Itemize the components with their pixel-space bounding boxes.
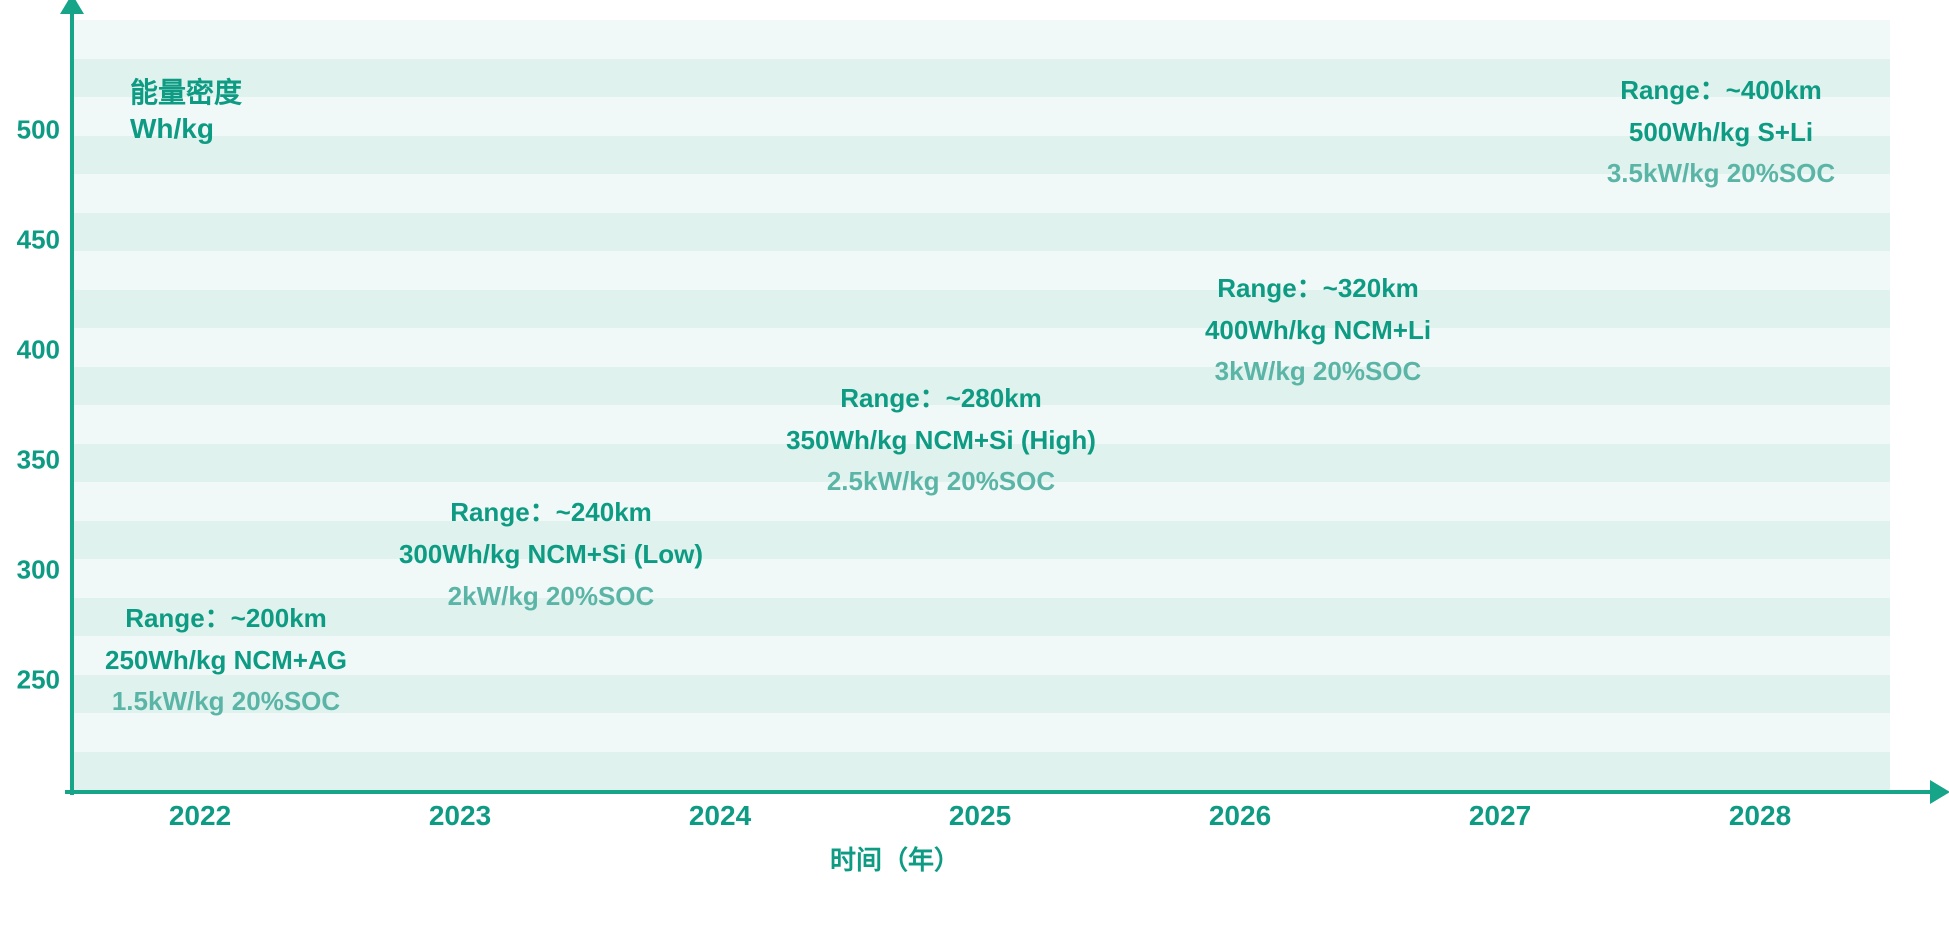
node-power-label: 1.5kW/kg 20%SOC xyxy=(105,681,347,723)
x-axis-line xyxy=(65,790,1935,794)
node-range-label: Range：~200km xyxy=(105,598,347,640)
y-axis-title-line1: 能量密度 xyxy=(130,75,242,111)
grid-band xyxy=(70,251,1890,290)
grid-band xyxy=(70,752,1890,791)
node-range-label: Range：~240km xyxy=(399,492,703,534)
node-range-label: Range：~320km xyxy=(1205,268,1431,310)
x-tick-label: 2023 xyxy=(429,800,491,832)
x-tick-label: 2025 xyxy=(949,800,1011,832)
y-axis-title: 能量密度 Wh/kg xyxy=(130,75,242,148)
x-tick-label: 2022 xyxy=(169,800,231,832)
node-range-label: Range：~400km xyxy=(1607,70,1835,112)
roadmap-node: Range：~240km300Wh/kg NCM+Si (Low)2kW/kg … xyxy=(399,492,703,617)
x-tick-label: 2024 xyxy=(689,800,751,832)
node-density-label: 500Wh/kg S+Li xyxy=(1607,112,1835,154)
node-power-label: 3kW/kg 20%SOC xyxy=(1205,351,1431,393)
node-power-label: 2.5kW/kg 20%SOC xyxy=(786,461,1096,503)
y-tick-label: 450 xyxy=(10,225,60,256)
node-range-label: Range：~280km xyxy=(786,378,1096,420)
roadmap-node: Range：~200km250Wh/kg NCM+AG1.5kW/kg 20%S… xyxy=(105,598,347,723)
x-axis-title: 时间（年） xyxy=(830,840,960,877)
node-power-label: 2kW/kg 20%SOC xyxy=(399,576,703,618)
node-density-label: 350Wh/kg NCM+Si (High) xyxy=(786,420,1096,462)
y-tick-label: 400 xyxy=(10,335,60,366)
x-tick-label: 2028 xyxy=(1729,800,1791,832)
grid-band xyxy=(70,521,1890,560)
y-axis-title-line2: Wh/kg xyxy=(130,111,242,147)
grid-band xyxy=(70,328,1890,367)
roadmap-node: Range：~320km400Wh/kg NCM+Li3kW/kg 20%SOC xyxy=(1205,268,1431,393)
node-density-label: 250Wh/kg NCM+AG xyxy=(105,640,347,682)
energy-density-roadmap-chart: 能量密度 Wh/kg 时间（年） 250 300 350 400 450 500 2022 2… xyxy=(0,0,1949,938)
x-tick-label: 2027 xyxy=(1469,800,1531,832)
grid-band xyxy=(70,559,1890,598)
node-density-label: 400Wh/kg NCM+Li xyxy=(1205,310,1431,352)
roadmap-node: Range：~280km350Wh/kg NCM+Si (High)2.5kW/… xyxy=(786,378,1096,503)
y-tick-label: 350 xyxy=(10,445,60,476)
node-power-label: 3.5kW/kg 20%SOC xyxy=(1607,153,1835,195)
node-density-label: 300Wh/kg NCM+Si (Low) xyxy=(399,534,703,576)
y-axis-line xyxy=(70,0,74,795)
grid-band xyxy=(70,20,1890,59)
y-tick-label: 250 xyxy=(10,665,60,696)
grid-band xyxy=(70,213,1890,252)
y-tick-label: 300 xyxy=(10,555,60,586)
x-tick-label: 2026 xyxy=(1209,800,1271,832)
y-tick-label: 500 xyxy=(10,115,60,146)
y-axis-arrow-icon xyxy=(60,0,84,14)
grid-band xyxy=(70,290,1890,329)
roadmap-node: Range：~400km500Wh/kg S+Li3.5kW/kg 20%SOC xyxy=(1607,70,1835,195)
x-axis-arrow-icon xyxy=(1930,780,1949,804)
